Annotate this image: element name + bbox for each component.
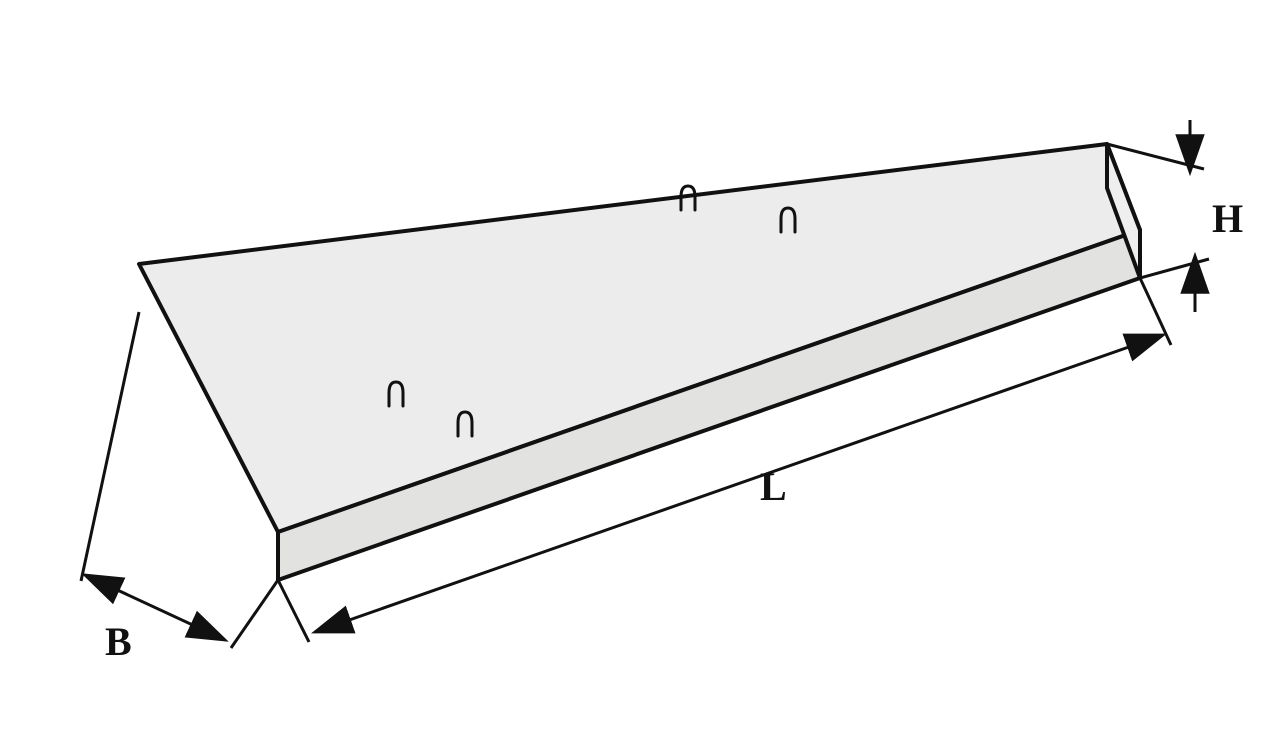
dim-h-ext2 — [1140, 259, 1209, 278]
dim-h-label: H — [1212, 196, 1243, 241]
dim-l-ext1 — [278, 580, 309, 642]
dim-l-label: L — [760, 464, 787, 509]
dim-b-ext1 — [81, 312, 139, 581]
dim-b-ext2 — [231, 580, 278, 648]
dim-b-label: B — [105, 619, 132, 664]
slab-diagram: B L H — [0, 0, 1280, 735]
dim-l-ext2 — [1140, 278, 1171, 345]
slab-body — [139, 144, 1140, 580]
slab-top-face — [139, 144, 1140, 532]
